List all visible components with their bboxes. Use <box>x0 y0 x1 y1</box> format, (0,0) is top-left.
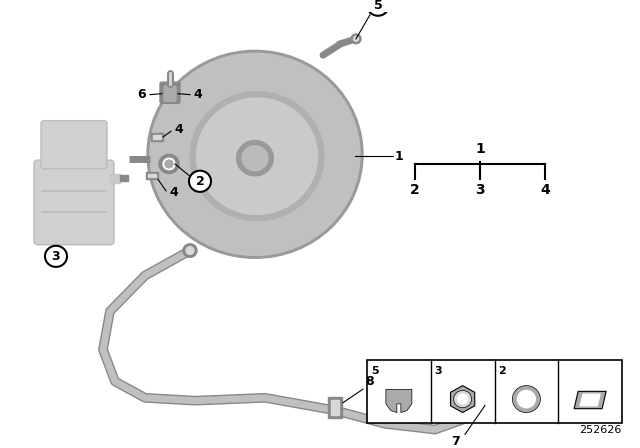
Text: 3: 3 <box>475 183 485 197</box>
Text: 2: 2 <box>410 183 420 197</box>
Circle shape <box>517 390 536 408</box>
Text: 252626: 252626 <box>580 425 622 435</box>
Text: 4: 4 <box>194 88 202 101</box>
Bar <box>151 133 163 141</box>
Circle shape <box>183 244 197 257</box>
Bar <box>110 173 120 183</box>
Polygon shape <box>386 389 412 413</box>
Circle shape <box>351 34 361 43</box>
FancyBboxPatch shape <box>164 86 176 101</box>
Text: 6: 6 <box>138 88 147 101</box>
Circle shape <box>190 92 324 221</box>
Bar <box>328 397 342 418</box>
FancyBboxPatch shape <box>34 160 114 245</box>
Circle shape <box>186 247 194 254</box>
Polygon shape <box>574 392 606 409</box>
Circle shape <box>45 246 67 267</box>
Circle shape <box>367 0 389 16</box>
Circle shape <box>242 146 268 171</box>
Bar <box>331 400 339 415</box>
Text: 2: 2 <box>196 175 204 188</box>
Text: 5: 5 <box>374 0 382 12</box>
Circle shape <box>454 390 472 408</box>
Text: 4: 4 <box>175 123 184 136</box>
Bar <box>153 135 161 139</box>
Bar <box>146 172 158 179</box>
Circle shape <box>237 141 273 176</box>
FancyBboxPatch shape <box>160 82 180 103</box>
Circle shape <box>458 394 468 404</box>
Bar <box>367 360 622 423</box>
Text: 3: 3 <box>435 366 442 376</box>
Polygon shape <box>451 386 475 413</box>
Circle shape <box>159 154 179 173</box>
Text: 1: 1 <box>475 142 485 156</box>
Text: 4: 4 <box>540 183 550 197</box>
Bar <box>148 173 156 177</box>
Circle shape <box>147 50 363 258</box>
Text: 3: 3 <box>52 250 60 263</box>
Text: 2: 2 <box>499 366 506 376</box>
Text: 8: 8 <box>365 375 374 388</box>
Bar <box>120 176 128 181</box>
FancyBboxPatch shape <box>41 121 107 169</box>
Circle shape <box>484 384 502 402</box>
Text: 1: 1 <box>395 150 404 163</box>
Circle shape <box>513 386 540 413</box>
Circle shape <box>189 171 211 192</box>
Text: 7: 7 <box>451 435 460 448</box>
Circle shape <box>150 53 360 255</box>
Circle shape <box>353 36 358 41</box>
Circle shape <box>165 160 173 168</box>
Text: 5: 5 <box>371 366 379 376</box>
Circle shape <box>196 98 317 215</box>
Text: 4: 4 <box>170 186 179 199</box>
Polygon shape <box>580 394 600 406</box>
Circle shape <box>488 388 498 398</box>
Circle shape <box>163 158 175 170</box>
